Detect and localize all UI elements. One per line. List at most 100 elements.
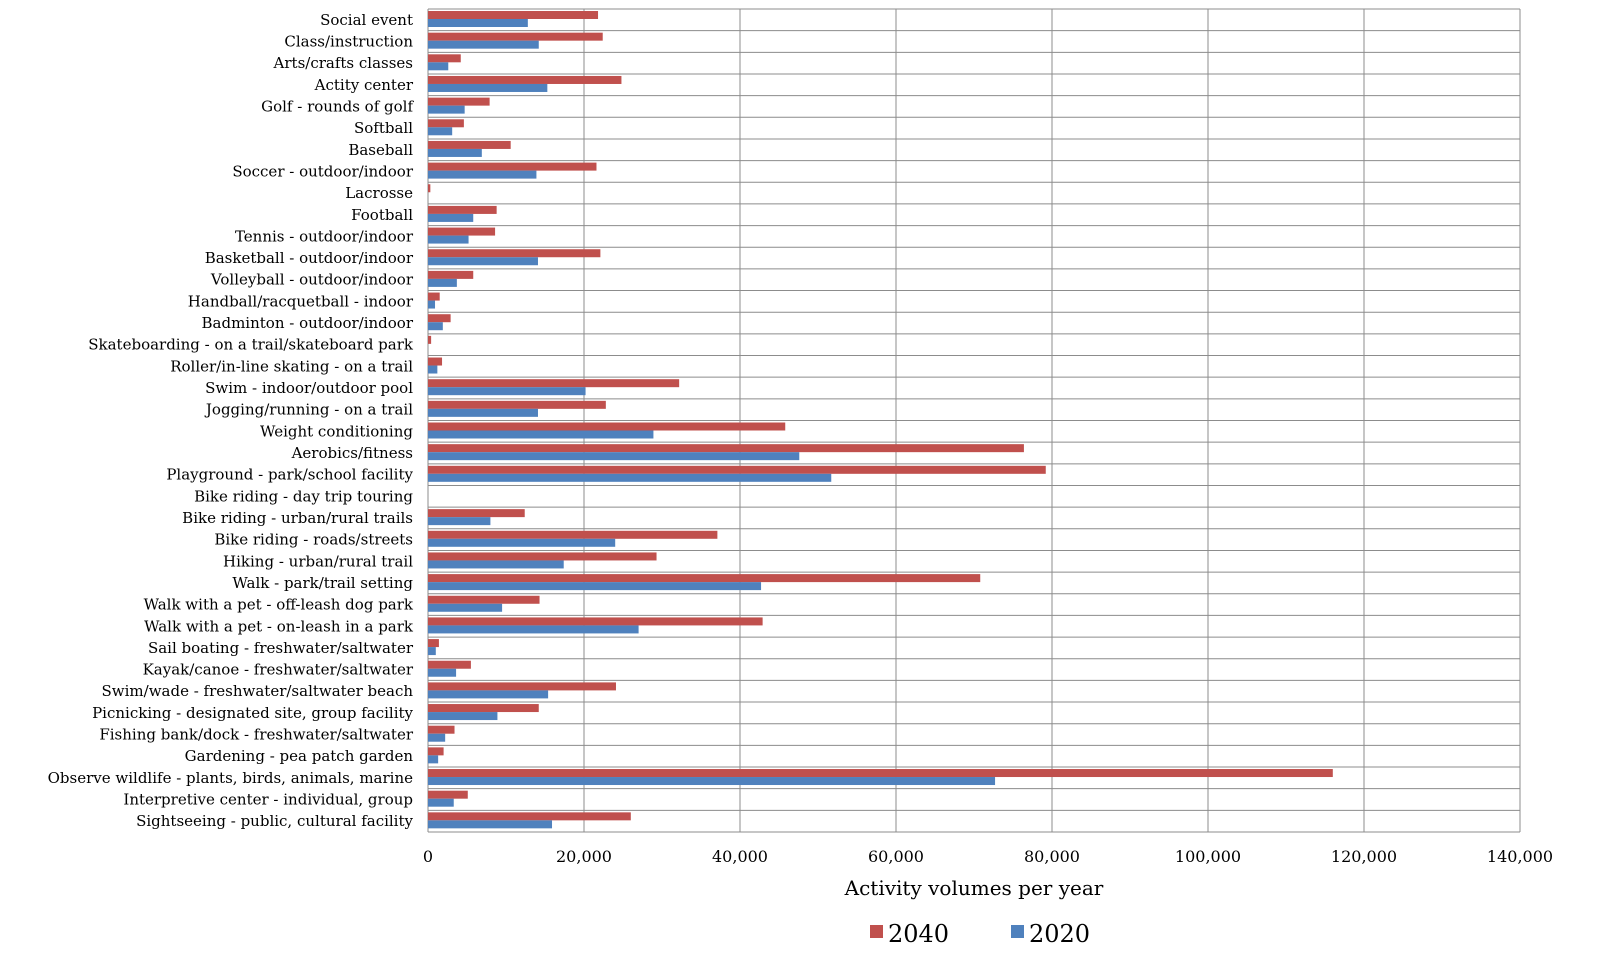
category-label: Aerobics/fitness [291,444,413,462]
bar-2020 [428,582,762,591]
gridlines [427,8,1521,833]
category-label: Tennis - outdoor/indoor [235,227,414,245]
category-label: Hiking - urban/rural trail [223,552,413,570]
bar-2040 [428,227,496,236]
bar-2020 [428,365,438,374]
bar-2020 [428,62,449,71]
bar-2040 [428,162,597,171]
bar-2020 [428,473,832,482]
bar-2040 [428,249,601,258]
category-label: Jogging/running - on a trail [204,401,413,419]
category-label: Picnicking - designated site, group faci… [92,704,413,722]
bar-2040 [428,617,763,626]
bar-2020 [428,755,439,764]
category-labels: Social event Class/instruction Arts/crafts… [48,11,415,830]
category-label: Basketball - outdoor/indoor [205,249,414,267]
bar-2020 [428,322,443,331]
legend: 2040 2020 [870,920,1090,948]
bar-2020 [428,148,482,157]
x-tick-label: 60,000 [868,847,924,866]
category-label: Handball/racquetball - indoor [188,292,414,310]
category-label: Badminton - outdoor/indoor [202,314,414,332]
bar-2020 [428,625,639,634]
bar-2020 [428,603,503,612]
category-label: Lacrosse [345,184,413,202]
bar-2020 [428,170,537,179]
category-label: Walk - park/trail setting [232,574,413,592]
category-label: Fishing bank/dock - freshwater/saltwater [99,726,413,744]
bar-2020 [428,538,616,547]
bar-marks [428,11,1333,829]
bar-2020 [428,452,800,461]
bar-2020 [428,83,548,92]
category-label: Sail boating - freshwater/saltwater [148,639,414,657]
bar-2040 [428,32,603,41]
x-tick-label: 20,000 [556,847,612,866]
bar-2040 [428,725,455,734]
bar-2040 [428,704,539,713]
bar-2020 [428,213,474,222]
bar-2040 [428,140,511,149]
bar-2020 [428,127,453,136]
category-label: Soccer - outdoor/indoor [232,162,413,180]
category-label: Softball [354,119,413,137]
category-label: Bike riding - urban/rural trails [182,509,413,527]
bar-2040 [428,119,464,128]
category-label: Walk with a pet - off-leash dog park [144,596,414,614]
bar-2040 [428,292,440,301]
bar-2020 [428,733,446,742]
bar-2040 [428,747,444,756]
bar-2040 [428,660,471,669]
bar-2020 [428,408,538,417]
bar-2020 [428,300,436,309]
bar-2040 [428,97,490,106]
category-label: Sightseeing - public, cultural facility [136,812,413,830]
bar-2020 [428,19,528,27]
bar-2040 [428,400,606,409]
legend-swatch [870,925,883,938]
bar-2020 [428,517,491,526]
category-label: Social event [320,11,413,29]
bar-2040 [428,75,622,84]
x-tick-label: 0 [423,847,433,866]
category-label: Bike riding - day trip touring [194,487,413,505]
category-label: Roller/in-line skating - on a trail [170,357,413,375]
category-label: Gardening - pea patch garden [185,747,414,765]
category-label: Interpretive center - individual, group [123,791,413,809]
x-tick-labels: 0 20,000 40,000 60,000 80,000 100,000 120,000 1… [423,847,1553,866]
bar-2040 [428,314,451,323]
bar-2040 [428,205,497,214]
bar-2020 [428,235,469,244]
bar-2020 [428,40,539,49]
legend-swatch [1011,925,1024,938]
bar-2020 [428,777,996,786]
bar-2040 [428,270,474,279]
bar-2040 [428,574,981,583]
bar-2040 [428,595,540,604]
bar-2040 [428,552,657,561]
bar-2020 [428,430,654,439]
bar-2040 [428,509,525,518]
bar-2020 [428,257,538,266]
bar-2040 [428,812,631,821]
bar-2020 [428,647,436,656]
x-axis-title: Activity volumes per year [844,876,1104,900]
category-label: Weight conditioning [260,422,413,440]
category-label: Baseball [348,141,413,159]
bar-2020 [428,278,457,287]
bar-2040 [428,769,1333,778]
bar-2040 [428,639,439,648]
category-label: Swim - indoor/outdoor pool [205,379,413,397]
bar-2020 [428,387,586,396]
category-label: Walk with a pet - on-leash in a park [144,617,414,635]
category-label: Kayak/canoe - freshwater/saltwater [143,661,414,679]
bar-2020 [428,105,465,114]
legend-label: 2040 [888,920,949,948]
category-label: Observe wildlife - plants, birds, animal… [48,769,413,787]
x-tick-label: 100,000 [1175,847,1241,866]
bar-2020 [428,560,564,569]
legend-label: 2020 [1029,920,1090,948]
bar-2040 [428,184,431,193]
bar-2020 [428,798,454,807]
